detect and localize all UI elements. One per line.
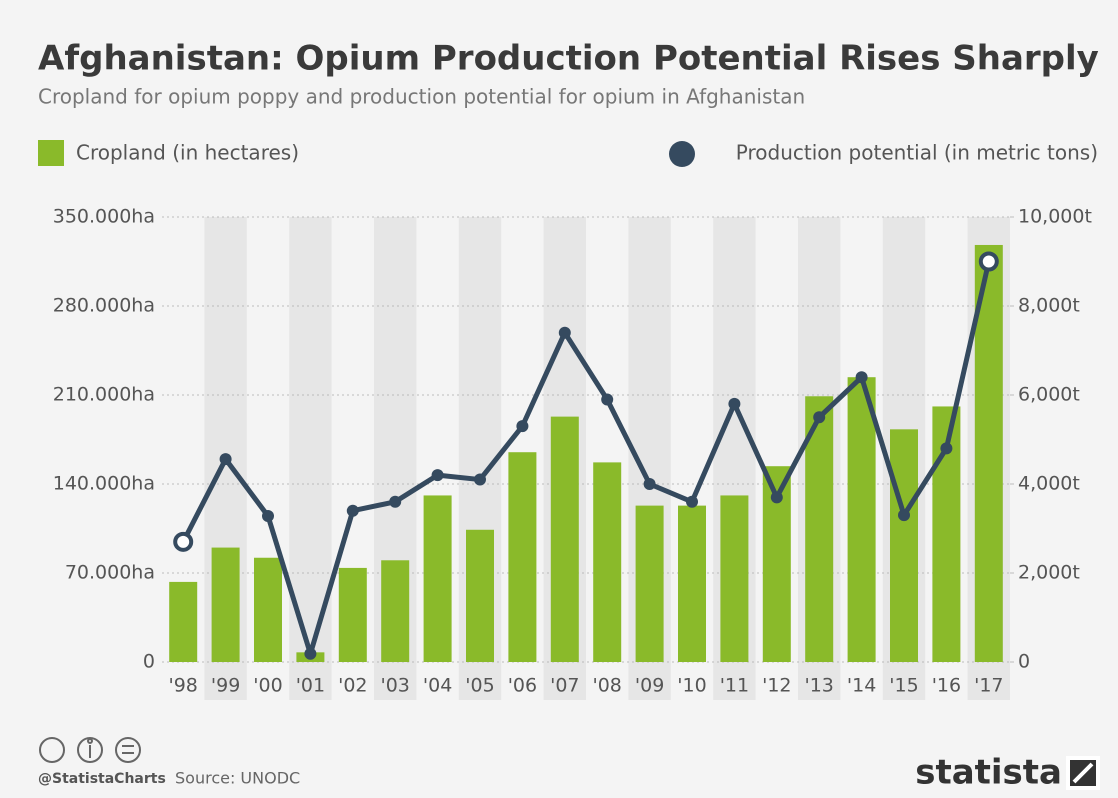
bar	[338, 567, 367, 662]
bar	[890, 429, 918, 662]
x-tick-label: '98	[168, 675, 197, 697]
y-tick-label: 280.000ha	[53, 295, 155, 317]
bar	[169, 581, 198, 662]
point	[346, 504, 359, 517]
bar	[423, 495, 452, 662]
bar	[720, 495, 749, 662]
x-tick-label: '06	[508, 675, 537, 697]
credit: @StatistaCharts	[38, 771, 166, 787]
bar	[593, 462, 622, 662]
y-tick-label: 350.000ha	[53, 206, 155, 228]
x-tick-label: '08	[592, 675, 621, 697]
bar	[466, 529, 494, 662]
legend-swatch	[669, 141, 695, 167]
x-tick-label: '09	[635, 675, 664, 697]
point	[940, 442, 953, 455]
bar	[550, 416, 579, 662]
y-tick-label: 70.000ha	[65, 562, 155, 584]
y2-tick-label: 0	[1018, 651, 1030, 673]
point	[728, 397, 741, 410]
y2-tick-label: 4,000t	[1018, 473, 1080, 495]
bar	[254, 557, 282, 662]
x-tick-label: '99	[211, 675, 240, 697]
x-tick-label: '03	[380, 675, 409, 697]
point	[558, 326, 571, 339]
x-tick-label: '17	[974, 675, 1003, 697]
point	[601, 393, 614, 406]
line	[180, 260, 992, 657]
x-tick-label: '01	[296, 675, 325, 697]
bar	[211, 547, 240, 662]
bar	[635, 505, 664, 662]
x-tick-label: '00	[253, 675, 282, 697]
x-tick-label: '12	[762, 675, 791, 697]
bar	[974, 244, 1003, 662]
x-tick-label: '04	[423, 675, 452, 697]
legend-swatch	[38, 140, 64, 166]
cc-icons	[39, 737, 141, 763]
source: Source: UNODC	[175, 769, 300, 788]
y-tick-label: 210.000ha	[53, 384, 155, 406]
x-tick-label: '10	[677, 675, 706, 697]
legend-label: Production potential (in metric tons)	[736, 141, 1098, 165]
point	[898, 509, 910, 522]
x-tick-label: '11	[720, 675, 749, 697]
bar	[805, 396, 834, 662]
legend-label: Cropland (in hectares)	[76, 141, 299, 165]
brand: statista	[915, 753, 1062, 793]
y2-tick-label: 2,000t	[1018, 562, 1080, 584]
x-tick-label: '05	[465, 675, 494, 697]
bar	[381, 560, 410, 662]
y-tick-label: 0	[143, 651, 155, 673]
point	[770, 491, 783, 504]
x-tick-label: '07	[550, 675, 579, 697]
x-tick-label: '02	[338, 675, 367, 697]
bar	[847, 377, 876, 662]
bar	[508, 452, 537, 662]
point	[431, 469, 444, 482]
point	[173, 531, 194, 552]
x-tick-label: '14	[847, 675, 876, 697]
point	[474, 473, 486, 486]
point	[686, 495, 698, 508]
x-tick-label: '16	[932, 675, 961, 697]
chart-title: Afghanistan: Opium Production Potential …	[38, 39, 1099, 79]
brand-logo	[1066, 756, 1100, 790]
point	[219, 453, 232, 466]
point	[262, 510, 274, 523]
point	[304, 647, 317, 660]
band	[289, 217, 332, 700]
y2-tick-label: 6,000t	[1018, 384, 1080, 406]
y2-tick-label: 10,000t	[1018, 206, 1092, 228]
chart-subtitle: Cropland for opium poppy and production …	[38, 85, 805, 109]
point	[978, 251, 999, 272]
bar	[678, 505, 706, 662]
y2-tick-label: 8,000t	[1018, 295, 1080, 317]
point	[389, 495, 402, 508]
x-tick-label: '13	[804, 675, 833, 697]
point	[813, 411, 826, 424]
x-tick-label: '15	[889, 675, 918, 697]
point	[643, 478, 656, 490]
point	[516, 420, 529, 433]
point	[855, 371, 868, 384]
y-tick-label: 140.000ha	[53, 473, 155, 495]
